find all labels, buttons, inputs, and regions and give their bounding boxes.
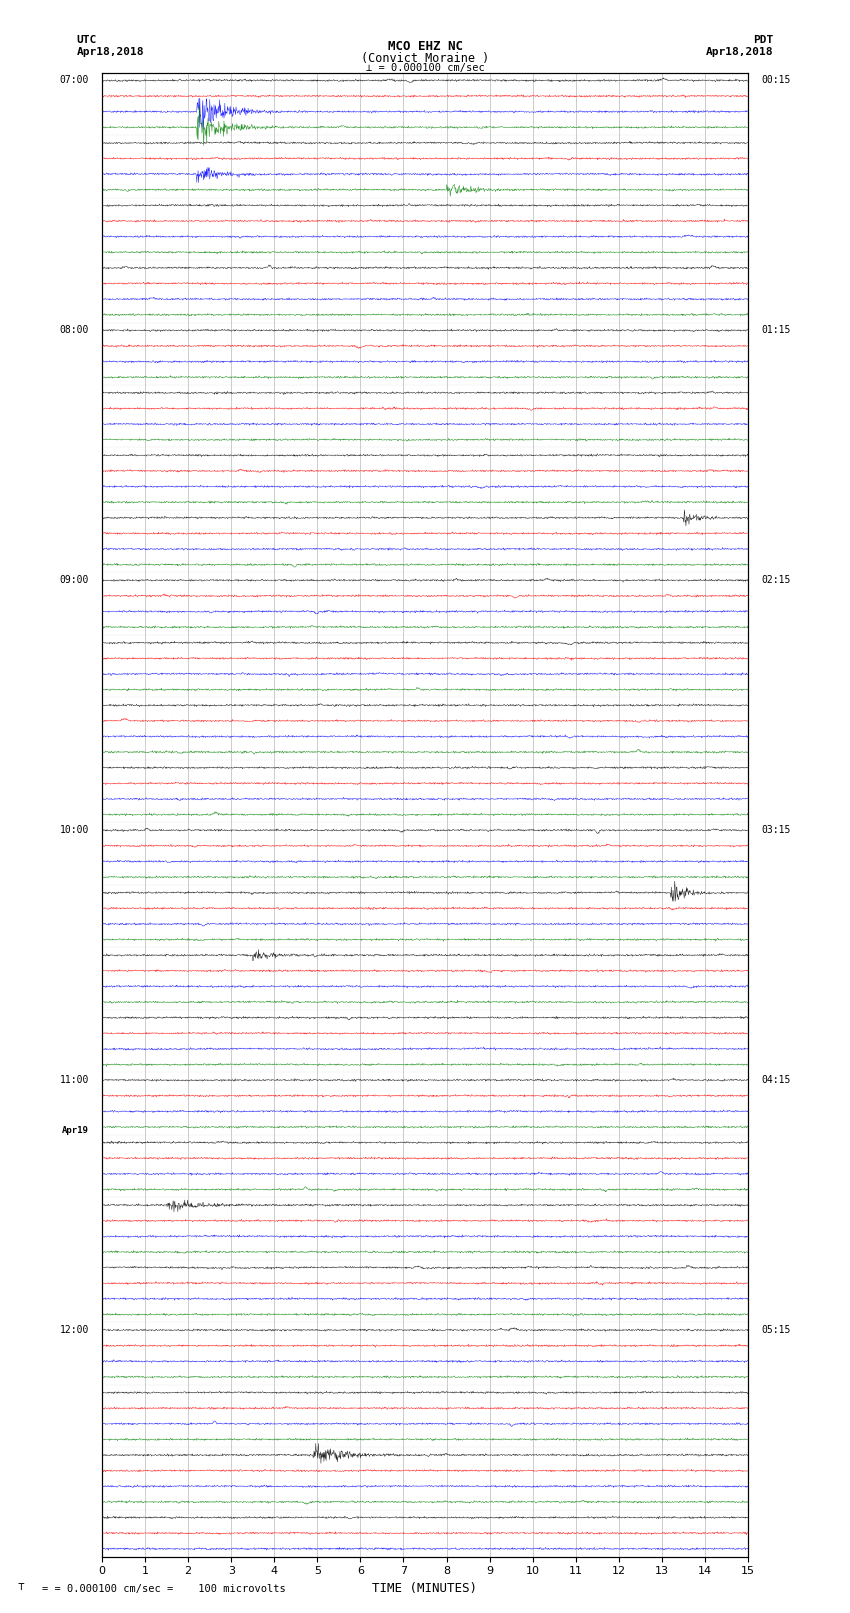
Text: Apr18,2018: Apr18,2018 (706, 47, 774, 56)
Text: Apr19: Apr19 (62, 1126, 89, 1134)
Text: 05:15: 05:15 (761, 1324, 790, 1336)
Text: (Convict Moraine ): (Convict Moraine ) (361, 52, 489, 65)
Text: 10:00: 10:00 (60, 826, 89, 836)
Text: PDT: PDT (753, 35, 774, 45)
Text: Apr18,2018: Apr18,2018 (76, 47, 144, 56)
Text: 01:15: 01:15 (761, 326, 790, 336)
Text: ⊥ = 0.000100 cm/sec: ⊥ = 0.000100 cm/sec (366, 63, 484, 73)
Text: UTC: UTC (76, 35, 97, 45)
Text: 12:00: 12:00 (60, 1324, 89, 1336)
Text: 11:00: 11:00 (60, 1076, 89, 1086)
Text: 07:00: 07:00 (60, 76, 89, 85)
Text: 08:00: 08:00 (60, 326, 89, 336)
Text: 00:15: 00:15 (761, 76, 790, 85)
Text: MCO EHZ NC: MCO EHZ NC (388, 40, 462, 53)
X-axis label: TIME (MINUTES): TIME (MINUTES) (372, 1582, 478, 1595)
Text: 03:15: 03:15 (761, 826, 790, 836)
Text: 04:15: 04:15 (761, 1076, 790, 1086)
Text: 09:00: 09:00 (60, 576, 89, 586)
Text: ⊤: ⊤ (17, 1582, 24, 1592)
Text: 02:15: 02:15 (761, 576, 790, 586)
Text: = = 0.000100 cm/sec =    100 microvolts: = = 0.000100 cm/sec = 100 microvolts (42, 1584, 286, 1594)
